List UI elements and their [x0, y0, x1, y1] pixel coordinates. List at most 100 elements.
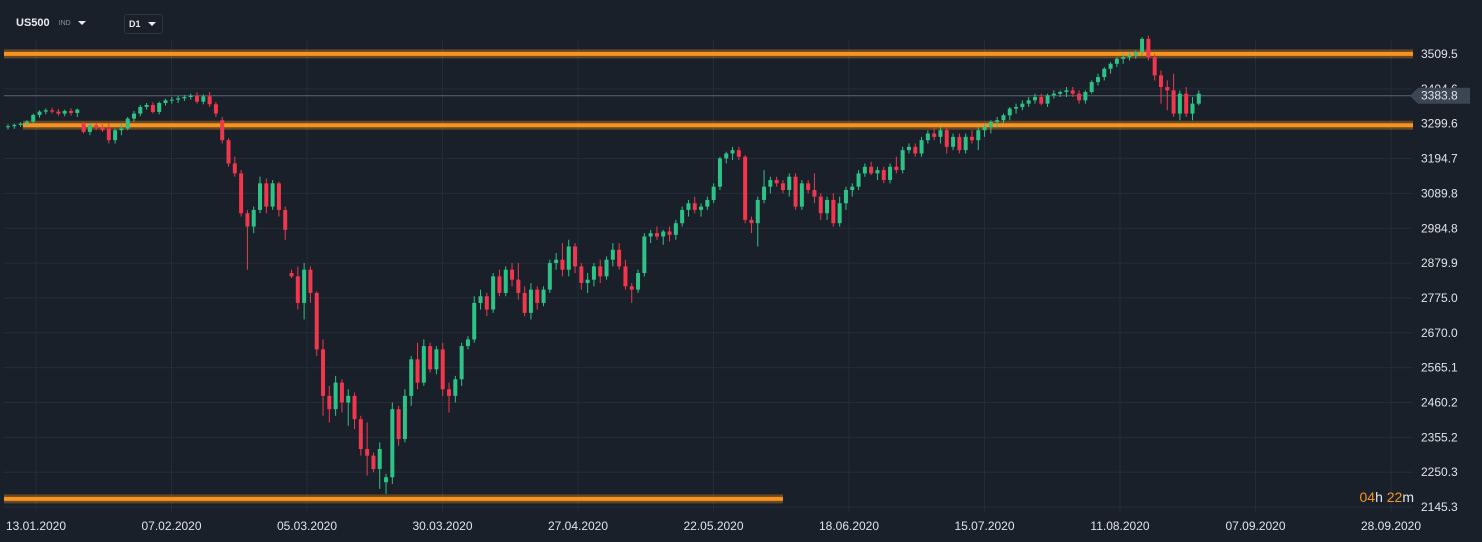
candle-body	[459, 346, 464, 380]
candle	[598, 259, 603, 283]
candle-body	[913, 146, 918, 154]
candle-body	[1152, 57, 1157, 76]
candle	[440, 342, 445, 396]
candle-body	[780, 183, 785, 190]
candle	[1095, 73, 1100, 86]
candle-body	[636, 273, 641, 290]
chevron-down-icon	[77, 21, 86, 25]
timer-hours: 04	[1359, 489, 1376, 505]
candle	[591, 263, 596, 287]
candle-body	[699, 206, 704, 210]
candle	[573, 243, 578, 274]
candle-body	[573, 246, 578, 267]
candle	[711, 183, 716, 204]
candle-body	[762, 186, 767, 200]
candle	[232, 156, 237, 177]
candle	[951, 133, 956, 151]
instrument-type: IND	[58, 19, 71, 27]
candle	[818, 193, 823, 220]
candle-body	[680, 209, 685, 224]
symbol-selector[interactable]: US500 IND	[16, 14, 86, 32]
candle	[736, 146, 741, 161]
candle	[1032, 93, 1037, 104]
candle-body	[1026, 100, 1031, 104]
y-tick-label: 2670.0	[1421, 326, 1458, 340]
candle	[1058, 90, 1063, 98]
y-tick-label: 3089.8	[1421, 186, 1458, 200]
candle-body	[875, 170, 880, 174]
candle-body	[484, 296, 489, 310]
candle-body	[938, 130, 943, 137]
candle	[56, 108, 61, 116]
candle-body	[37, 111, 42, 115]
candle-body	[730, 150, 735, 154]
candle	[113, 128, 118, 144]
candle-body	[604, 259, 609, 277]
candle-body	[919, 140, 924, 154]
candle-body	[881, 170, 886, 181]
candle-body	[87, 125, 92, 132]
candle-body	[201, 96, 206, 102]
candle-body	[447, 389, 452, 396]
candle-body	[132, 113, 137, 119]
candle	[1083, 90, 1088, 104]
candle-body	[100, 127, 105, 131]
candle	[629, 282, 634, 303]
candle	[812, 173, 817, 204]
candle-body	[522, 292, 527, 313]
candle	[176, 95, 181, 103]
candle-body	[837, 203, 842, 224]
x-tick-label: 30.03.2020	[412, 519, 472, 533]
candle	[169, 97, 174, 104]
candle	[856, 170, 861, 190]
x-tick-label: 22.05.2020	[683, 519, 743, 533]
candle-body	[1121, 57, 1126, 59]
candle	[333, 375, 338, 416]
candle-body	[50, 110, 55, 112]
candle-body	[497, 276, 502, 293]
candle	[491, 273, 496, 313]
candle	[1171, 73, 1176, 117]
candle	[1140, 37, 1145, 56]
candle	[1165, 80, 1170, 111]
candle-body	[1158, 75, 1163, 88]
candle	[283, 206, 288, 240]
candle-body	[402, 395, 407, 440]
candle	[1158, 70, 1163, 104]
candle	[730, 146, 735, 161]
candle	[409, 356, 414, 406]
candle	[793, 173, 798, 210]
candle	[900, 146, 905, 174]
timer-minutes-unit: m	[1402, 489, 1414, 505]
candle-body	[1070, 90, 1075, 94]
timeframe-selector[interactable]: D1	[124, 14, 163, 34]
candle-body	[717, 158, 722, 187]
candle-body	[503, 269, 508, 293]
candle	[1039, 93, 1044, 106]
candle	[768, 176, 773, 194]
candle-body	[976, 130, 981, 141]
candle-body	[932, 133, 937, 137]
y-tick-label: 2984.8	[1421, 221, 1458, 235]
candle	[163, 98, 168, 106]
candle-body	[333, 382, 338, 410]
candle	[642, 233, 647, 277]
candle	[220, 116, 225, 144]
candle-body	[239, 173, 244, 214]
candle-countdown: 04h 22m	[1359, 489, 1414, 505]
candle-body	[749, 219, 754, 224]
candle-body	[982, 126, 987, 131]
candle-body	[314, 292, 319, 350]
candle-body	[951, 136, 956, 147]
candle-body	[856, 173, 861, 187]
candle-body	[566, 246, 571, 270]
candle-body	[1039, 97, 1044, 104]
price-tag-background	[1410, 87, 1470, 104]
candle	[12, 123, 17, 129]
candle	[1007, 106, 1012, 121]
candle-body	[138, 106, 143, 114]
candle	[308, 266, 313, 303]
candle	[377, 442, 382, 489]
candle-body	[1102, 68, 1107, 78]
